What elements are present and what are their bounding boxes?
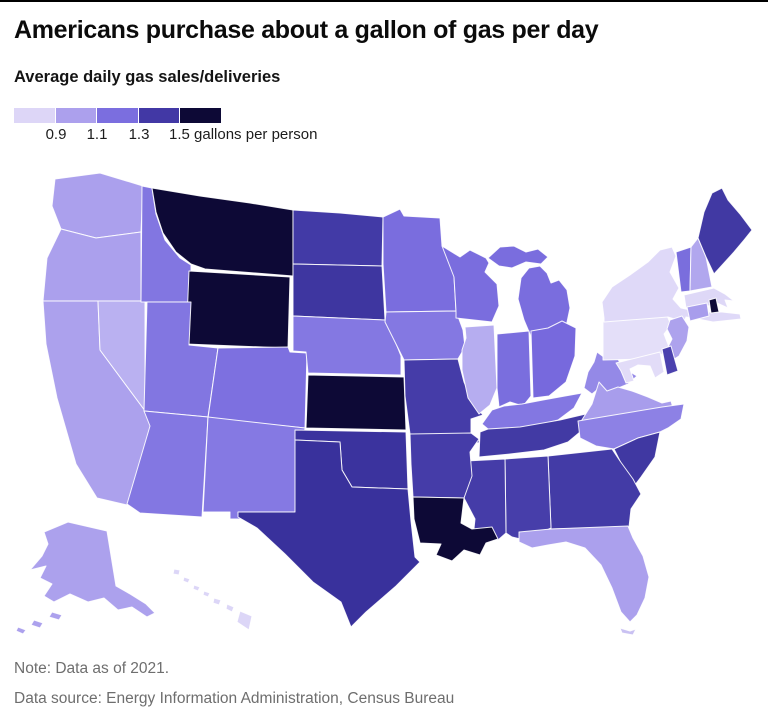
legend-swatch [97, 108, 138, 123]
state-hawaii-island[interactable] [202, 590, 211, 598]
state-hawaii-island[interactable] [172, 568, 181, 576]
page-title: Americans purchase about a gallon of gas… [14, 16, 599, 44]
legend-labels: 0.9 1.1 1.3 1.5 gallons per person [14, 126, 318, 146]
state-wisconsin[interactable] [441, 245, 500, 323]
state-oregon[interactable] [42, 228, 142, 302]
legend-swatches [14, 108, 222, 123]
state-texas[interactable] [237, 439, 421, 628]
state-new-york[interactable] [601, 246, 742, 323]
state-montana[interactable] [151, 187, 294, 277]
state-vermont[interactable] [675, 246, 692, 293]
state-connecticut[interactable] [686, 302, 710, 322]
legend-swatch [14, 108, 55, 123]
state-south-dakota[interactable] [292, 263, 386, 321]
state-alaska-aleutian-island[interactable] [48, 611, 63, 621]
state-new-hampshire[interactable] [689, 237, 713, 292]
state-hawaii-island[interactable] [212, 597, 222, 606]
state-alaska-aleutian-island[interactable] [15, 626, 27, 635]
legend-swatch [180, 108, 221, 123]
legend-label: 0.9 [45, 126, 67, 143]
state-maine[interactable] [697, 187, 753, 275]
state-delaware[interactable] [661, 345, 679, 376]
state-hawaii-island[interactable] [192, 584, 201, 592]
chart-subtitle: Average daily gas sales/deliveries [14, 68, 281, 86]
state-florida[interactable] [518, 525, 650, 623]
state-arkansas[interactable] [409, 432, 480, 499]
state-alaska-aleutian-island[interactable] [30, 619, 44, 629]
state-nebraska[interactable] [292, 315, 402, 376]
note-line: Note: Data as of 2021. [14, 660, 170, 677]
state-north-carolina[interactable] [577, 403, 685, 450]
state-hawaii-island[interactable] [182, 576, 191, 584]
state-florida-keys[interactable] [619, 627, 637, 636]
state-ohio[interactable] [530, 320, 577, 399]
state-north-dakota[interactable] [292, 209, 384, 267]
state-illinois[interactable] [461, 324, 498, 415]
source-line: Data source: Energy Information Administ… [14, 690, 455, 707]
state-missouri[interactable] [403, 358, 484, 444]
legend-label: 1.1 [86, 126, 108, 143]
map-states-group [15, 172, 753, 636]
legend-swatch [138, 108, 180, 123]
state-hawaii-island[interactable] [225, 603, 235, 613]
legend-label: 1.3 [128, 126, 150, 143]
state-hawaii-big-island[interactable] [236, 610, 253, 631]
state-rhode-island[interactable] [708, 297, 720, 314]
window-top-border [0, 0, 768, 2]
legend-label: 1.5 gallons per person [169, 126, 318, 143]
state-colorado[interactable] [207, 346, 308, 429]
state-indiana[interactable] [496, 330, 532, 408]
state-louisiana[interactable] [412, 496, 499, 562]
state-washington[interactable] [51, 172, 144, 239]
legend-swatch [55, 108, 97, 123]
state-new-mexico[interactable] [202, 416, 306, 520]
state-michigan-upper[interactable] [487, 245, 549, 269]
state-michigan-lower[interactable] [517, 265, 571, 340]
state-kansas[interactable] [305, 374, 407, 431]
state-wyoming[interactable] [185, 270, 291, 349]
state-maryland[interactable] [615, 351, 665, 384]
state-alaska[interactable] [29, 521, 156, 618]
footer-notes: Note: Data as of 2021. Data source: Ener… [14, 654, 454, 714]
color-legend: 0.9 1.1 1.3 1.5 gallons per person [14, 108, 318, 146]
